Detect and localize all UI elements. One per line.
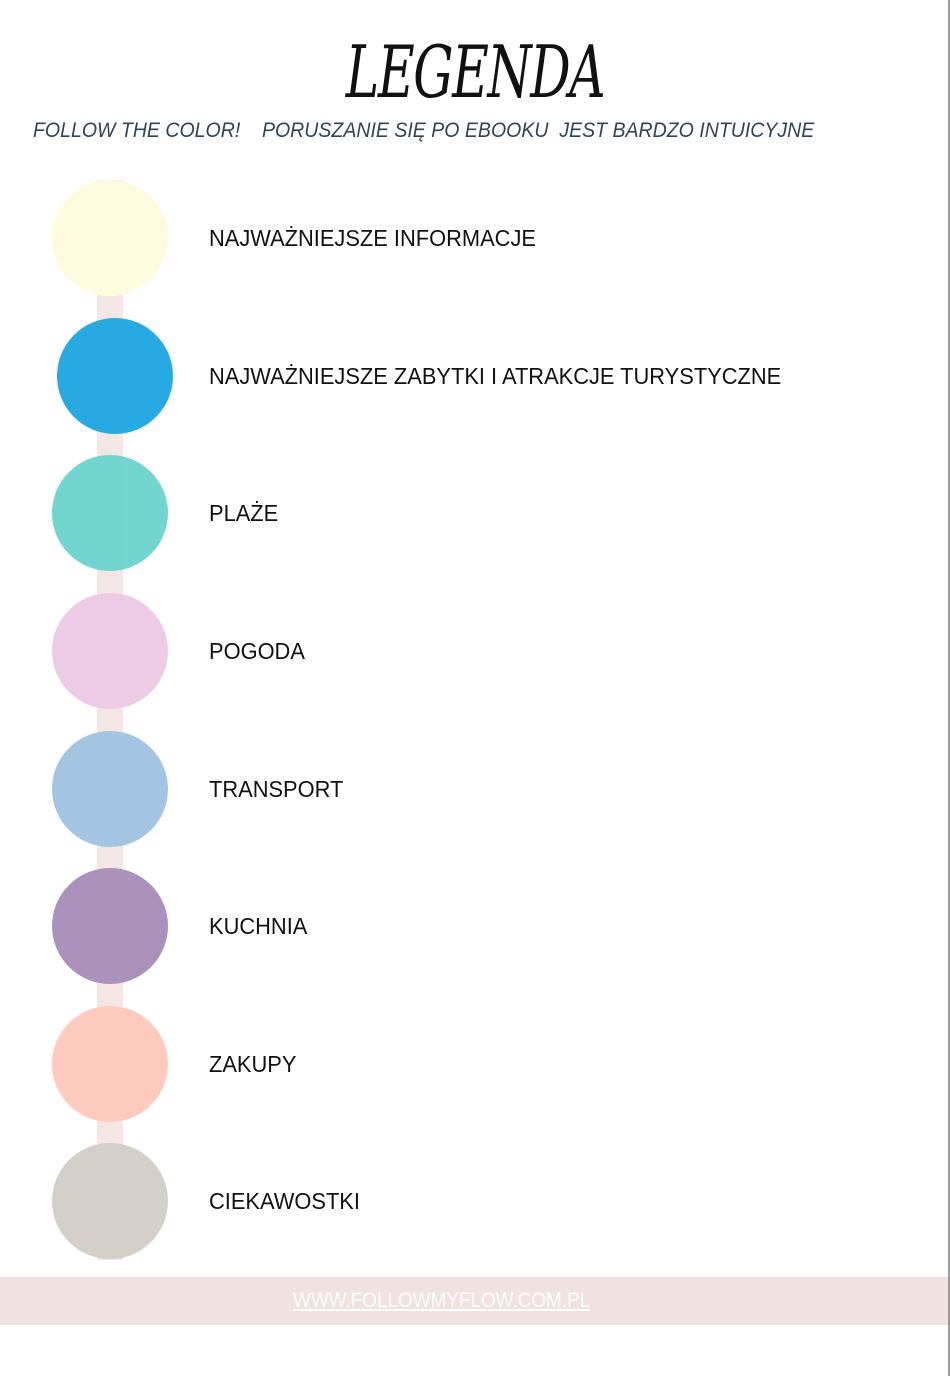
website-link[interactable]: WWW.FOLLOWMYFLOW.COM.PL <box>293 1289 591 1312</box>
subtitle: FOLLOW THE COLOR! PORUSZANIE SIĘ PO EBOO… <box>33 119 815 142</box>
page-title: LEGENDA <box>345 30 606 114</box>
legend-label: KUCHNIA <box>209 913 308 939</box>
color-dot <box>57 318 173 434</box>
color-dot <box>52 455 168 571</box>
legend-label: POGODA <box>209 638 305 664</box>
color-dot <box>52 1006 168 1122</box>
color-dot <box>52 593 168 709</box>
legend-label: CIEKAWOSTKI <box>209 1188 360 1214</box>
footer: WWW.FOLLOWMYFLOW.COM.PL <box>0 1277 948 1325</box>
color-dot <box>52 868 168 984</box>
color-dot <box>52 731 168 847</box>
legend-label: PLAŻE <box>209 500 279 526</box>
color-dot <box>52 1143 168 1259</box>
legend-label: NAJWAŻNIEJSZE ZABYTKI I ATRAKCJE TURYSTY… <box>209 363 782 389</box>
color-dot <box>52 180 168 296</box>
legend-label: TRANSPORT <box>209 776 344 802</box>
legend-label: ZAKUPY <box>209 1051 297 1077</box>
page-edge <box>948 0 950 1376</box>
legend-label: NAJWAŻNIEJSZE INFORMACJE <box>209 225 536 251</box>
